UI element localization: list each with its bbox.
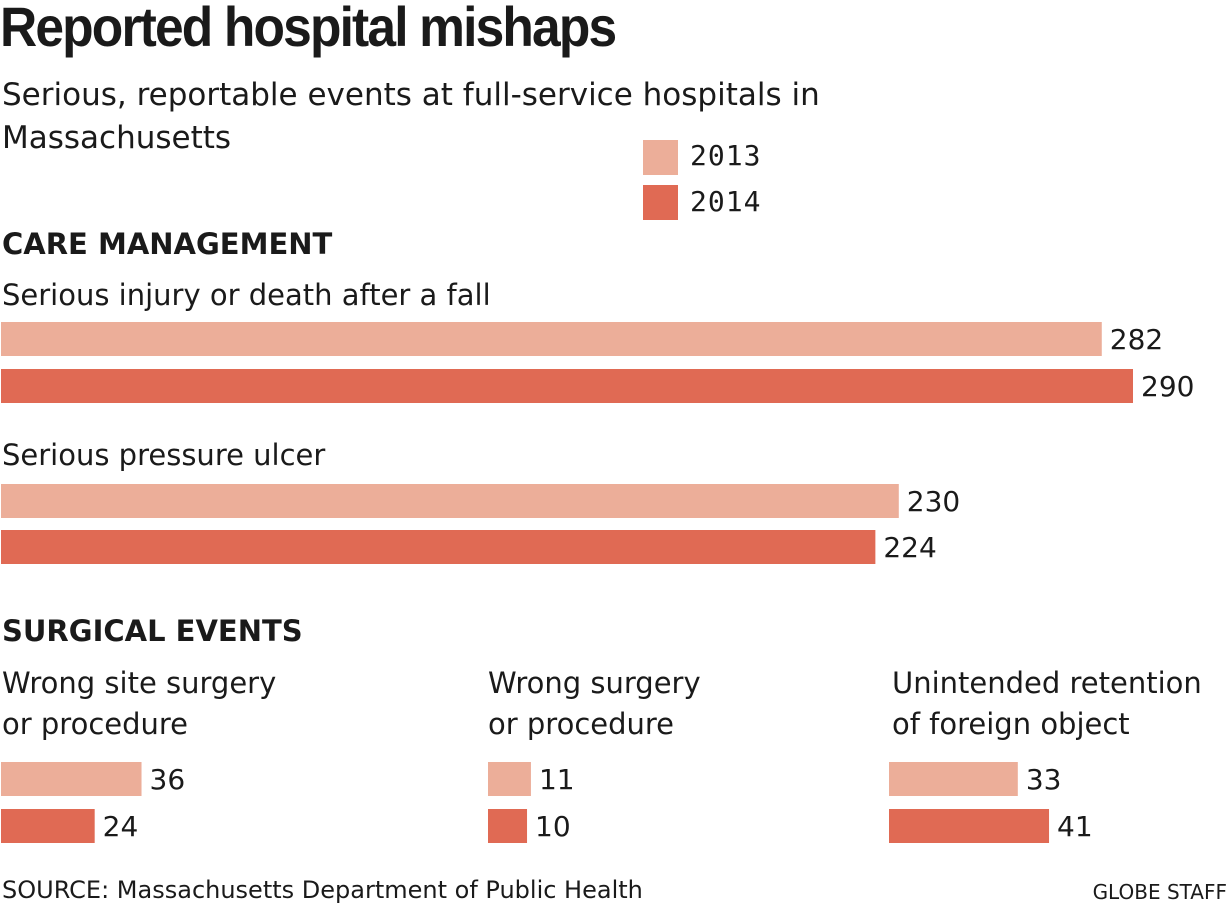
bar-care-0-2014-value-label: 290 (1141, 370, 1194, 403)
section-surgical-events: SURGICAL EVENTS (2, 614, 303, 648)
bar-surgical-2-2014 (889, 809, 1050, 843)
category-label-fall: Serious injury or death after a fall (2, 278, 491, 312)
bar-surgical-0-2013 (1, 762, 142, 796)
credit-note: GLOBE STAFF (1092, 880, 1227, 904)
bar-care-1-2014 (1, 530, 876, 564)
bar-care-1-2014-value-label: 224 (883, 531, 936, 564)
chart-title: Reported hospital mishaps (0, 0, 617, 58)
bar-care-1-2013-value-label: 230 (907, 485, 960, 518)
legend-swatch-2013 (643, 140, 678, 175)
source-note: SOURCE: Massachusetts Department of Publ… (2, 876, 643, 904)
legend-label-2014: 2014 (690, 185, 762, 218)
bar-care-0-2014 (1, 369, 1133, 403)
category-label-pressure-ulcer: Serious pressure ulcer (2, 438, 326, 472)
bar-surgical-1-2014 (488, 809, 528, 843)
bar-care-1-2013 (1, 484, 899, 518)
bar-surgical-0-2014 (1, 809, 95, 843)
legend-swatch-2014 (643, 185, 678, 220)
chart-subtitle: Serious, reportable events at full-servi… (2, 77, 820, 156)
bar-care-0-2013 (1, 322, 1102, 356)
bar-surgical-2-2013 (889, 762, 1018, 796)
category-label-foreign-object: Unintended retention of foreign object (892, 666, 1202, 741)
legend-label-2013: 2013 (690, 139, 762, 172)
bar-surgical-2-2014-value-label: 41 (1057, 810, 1093, 843)
bar-surgical-1-2013 (488, 762, 531, 796)
bar-surgical-2-2013-value-label: 33 (1026, 763, 1062, 796)
bar-care-0-2013-value-label: 282 (1110, 323, 1163, 356)
category-label-wrong-surgery: Wrong surgery or procedure (488, 666, 701, 741)
section-care-management: CARE MANAGEMENT (2, 227, 333, 261)
category-label-wrong-site: Wrong site surgery or procedure (2, 666, 277, 741)
bar-surgical-0-2013-value-label: 36 (150, 763, 186, 796)
bar-surgical-1-2014-value-label: 10 (535, 810, 571, 843)
bar-surgical-0-2014-value-label: 24 (103, 810, 139, 843)
bar-surgical-1-2013-value-label: 11 (539, 763, 575, 796)
